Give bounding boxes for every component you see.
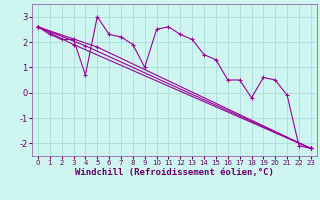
X-axis label: Windchill (Refroidissement éolien,°C): Windchill (Refroidissement éolien,°C) — [75, 168, 274, 177]
